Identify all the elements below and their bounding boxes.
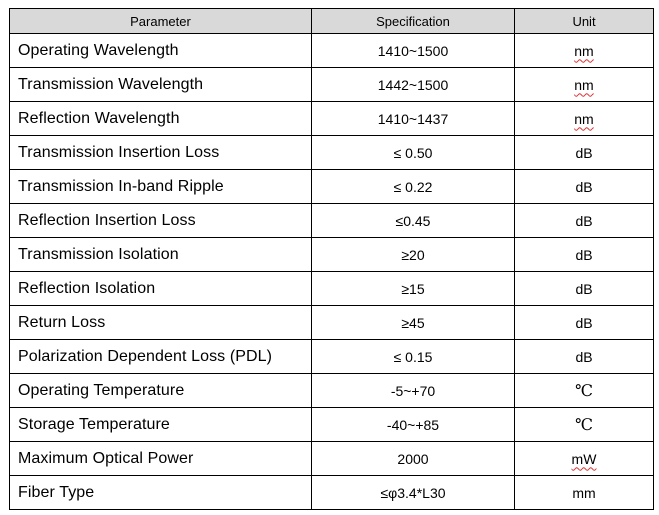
specification-cell: ≤φ3.4*L30 [311, 475, 515, 510]
header-row: Parameter Specification Unit [9, 8, 654, 34]
parameter-cell: Transmission In-band Ripple [9, 169, 312, 204]
table-body: Operating Wavelength 1410~1500 nm Transmiss… [9, 33, 654, 510]
table-header: Parameter Specification Unit [9, 8, 654, 34]
unit-cell: mm [514, 475, 654, 510]
unit-cell: dB [514, 169, 654, 204]
header-parameter: Parameter [9, 8, 312, 34]
parameter-cell: Operating Wavelength [9, 33, 312, 68]
specification-cell: ≤ 0.15 [311, 339, 515, 374]
table-row: Transmission Isolation ≥20 dB [9, 237, 654, 272]
unit-cell: dB [514, 339, 654, 374]
unit-cell: dB [514, 237, 654, 272]
table-row: Reflection Insertion Loss ≤0.45 dB [9, 203, 654, 238]
parameter-cell: Transmission Wavelength [9, 67, 312, 102]
unit-label: ℃ [575, 381, 593, 400]
unit-label: nm [574, 76, 594, 93]
specification-cell: 2000 [311, 441, 515, 476]
table-row: Fiber Type ≤φ3.4*L30 mm [9, 475, 654, 510]
table-row: Reflection Wavelength 1410~1437 nm [9, 101, 654, 136]
unit-label: mW [571, 450, 597, 467]
table-row: Reflection Isolation ≥15 dB [9, 271, 654, 306]
unit-cell: dB [514, 305, 654, 340]
unit-cell: ℃ [514, 407, 654, 442]
unit-cell: nm [514, 33, 654, 68]
specification-cell: ≥15 [311, 271, 515, 306]
header-specification: Specification [311, 8, 515, 34]
specification-cell: -40~+85 [311, 407, 515, 442]
unit-cell: dB [514, 135, 654, 170]
specification-cell: ≤0.45 [311, 203, 515, 238]
specification-cell: -5~+70 [311, 373, 515, 408]
unit-label: dB [575, 212, 593, 229]
table-row: Transmission In-band Ripple ≤ 0.22 dB [9, 169, 654, 204]
parameter-cell: Reflection Insertion Loss [9, 203, 312, 238]
unit-label: dB [575, 144, 593, 161]
table-row: Transmission Insertion Loss ≤ 0.50 dB [9, 135, 654, 170]
specification-cell: ≤ 0.50 [311, 135, 515, 170]
unit-label: nm [574, 42, 594, 59]
parameter-cell: Transmission Insertion Loss [9, 135, 312, 170]
table-row: Storage Temperature -40~+85 ℃ [9, 407, 654, 442]
unit-label: nm [574, 110, 594, 127]
table-row: Transmission Wavelength 1442~1500 nm [9, 67, 654, 102]
specification-cell: ≥20 [311, 237, 515, 272]
unit-cell: nm [514, 67, 654, 102]
unit-label: mm [572, 484, 596, 501]
unit-label: dB [575, 280, 593, 297]
parameter-cell: Transmission Isolation [9, 237, 312, 272]
unit-cell: dB [514, 271, 654, 306]
table-row: Polarization Dependent Loss (PDL) ≤ 0.15 d… [9, 339, 654, 374]
specification-table: Parameter Specification Unit Operating W… [9, 8, 654, 510]
unit-label: ℃ [575, 415, 593, 434]
table-row: Operating Temperature -5~+70 ℃ [9, 373, 654, 408]
parameter-cell: Reflection Isolation [9, 271, 312, 306]
unit-label: dB [575, 348, 593, 365]
specification-cell: ≥45 [311, 305, 515, 340]
table-row: Operating Wavelength 1410~1500 nm [9, 33, 654, 68]
parameter-cell: Maximum Optical Power [9, 441, 312, 476]
specification-cell: ≤ 0.22 [311, 169, 515, 204]
specification-cell: 1410~1500 [311, 33, 515, 68]
unit-label: dB [575, 246, 593, 263]
table-row: Return Loss ≥45 dB [9, 305, 654, 340]
specification-cell: 1442~1500 [311, 67, 515, 102]
parameter-cell: Operating Temperature [9, 373, 312, 408]
unit-cell: mW [514, 441, 654, 476]
specification-cell: 1410~1437 [311, 101, 515, 136]
header-unit: Unit [514, 8, 654, 34]
unit-cell: dB [514, 203, 654, 238]
table-row: Maximum Optical Power 2000 mW [9, 441, 654, 476]
parameter-cell: Return Loss [9, 305, 312, 340]
parameter-cell: Polarization Dependent Loss (PDL) [9, 339, 312, 374]
unit-cell: nm [514, 101, 654, 136]
parameter-cell: Reflection Wavelength [9, 101, 312, 136]
parameter-cell: Fiber Type [9, 475, 312, 510]
unit-label: dB [575, 178, 593, 195]
unit-label: dB [575, 314, 593, 331]
unit-cell: ℃ [514, 373, 654, 408]
parameter-cell: Storage Temperature [9, 407, 312, 442]
